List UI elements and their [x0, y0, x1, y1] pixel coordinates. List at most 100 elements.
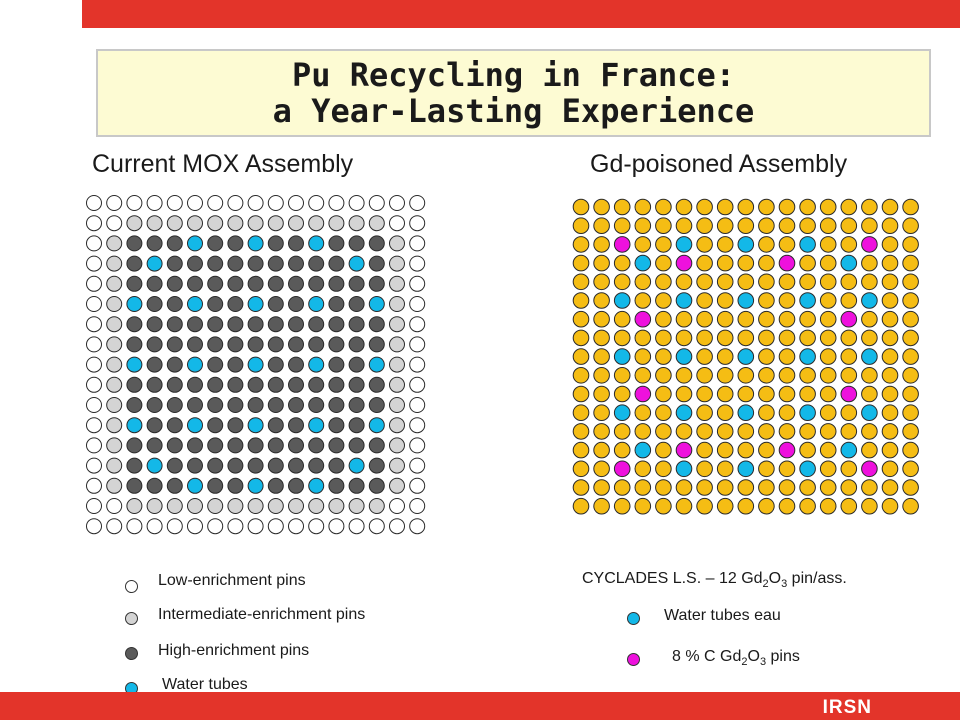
low-enrichment-pin — [86, 477, 102, 494]
uo2-pin — [840, 404, 858, 421]
high-enrichment-pin — [166, 376, 183, 393]
uo2-pin — [593, 460, 610, 478]
low-enrichment-pin — [86, 255, 102, 272]
low-enrichment-pin — [409, 376, 426, 393]
uo2-pin — [716, 479, 734, 496]
high-enrichment-pin — [348, 235, 365, 252]
uo2-pin — [696, 236, 713, 253]
high-enrichment-pin — [227, 275, 244, 292]
uo2-pin — [716, 441, 734, 459]
water-tube — [187, 235, 203, 252]
high-enrichment-pin — [247, 275, 264, 292]
water-tube — [308, 235, 325, 252]
low-enrichment-pin — [126, 518, 143, 535]
intermediate-enrichment-pin — [288, 498, 304, 514]
uo2-pin — [778, 273, 796, 291]
uo2-pin — [675, 385, 693, 403]
uo2-pin — [799, 385, 816, 403]
uo2-pin — [655, 423, 672, 440]
uo2-pin — [840, 423, 858, 440]
low-enrichment-pin — [166, 195, 183, 211]
uo2-pin — [861, 367, 878, 384]
cyclades-header-mid: O — [768, 570, 782, 587]
low-enrichment-pin — [166, 518, 183, 535]
high-enrichment-pin — [187, 255, 203, 272]
uo2-pin — [593, 423, 610, 440]
uo2-pin — [881, 217, 899, 235]
high-enrichment-pin — [146, 477, 163, 494]
high-enrichment-pin — [267, 457, 284, 474]
uo2-pin — [902, 497, 919, 515]
high-enrichment-pin — [126, 477, 143, 494]
low-enrichment-pin — [389, 518, 405, 535]
water-tube — [840, 254, 858, 272]
low-enrichment-pin — [86, 376, 102, 393]
uo2-pin — [902, 310, 919, 328]
legend-high-dot — [125, 647, 138, 660]
low-enrichment-pin — [86, 296, 102, 312]
uo2-pin — [737, 367, 755, 384]
high-enrichment-pin — [146, 235, 163, 252]
water-tube — [675, 348, 693, 365]
low-enrichment-pin — [368, 518, 385, 535]
uo2-pin — [572, 404, 590, 421]
uo2-pin — [655, 385, 672, 403]
uo2-pin — [696, 497, 713, 515]
water-tube — [368, 417, 385, 434]
intermediate-enrichment-pin — [368, 215, 385, 232]
high-enrichment-pin — [187, 316, 203, 333]
legend-gd-prefix: 8 % C Gd — [672, 648, 742, 665]
water-tube — [247, 477, 264, 494]
legend-gd-mid: O — [747, 648, 760, 665]
high-enrichment-pin — [227, 457, 244, 474]
intermediate-enrichment-pin — [389, 296, 405, 312]
uo2-pin — [593, 329, 610, 347]
uo2-pin — [655, 217, 672, 235]
high-enrichment-pin — [308, 376, 325, 393]
uo2-pin — [840, 292, 858, 309]
high-enrichment-pin — [166, 437, 183, 454]
high-enrichment-pin — [288, 477, 304, 494]
high-enrichment-pin — [227, 437, 244, 454]
cyclades-header: CYCLADES L.S. – 12 Gd2O3 pin/ass. — [582, 570, 847, 590]
uo2-pin — [572, 385, 590, 403]
uo2-pin — [572, 460, 590, 478]
high-enrichment-pin — [187, 376, 203, 393]
intermediate-enrichment-pin — [389, 376, 405, 393]
uo2-pin — [881, 198, 899, 216]
high-enrichment-pin — [187, 457, 203, 474]
water-tube — [861, 292, 878, 309]
uo2-pin — [593, 217, 610, 235]
intermediate-enrichment-pin — [389, 457, 405, 474]
intermediate-enrichment-pin — [106, 376, 123, 393]
high-enrichment-pin — [166, 296, 183, 312]
uo2-pin — [655, 367, 672, 384]
water-tube — [799, 236, 816, 253]
legend-intermediate-dot — [125, 612, 138, 625]
high-enrichment-pin — [267, 296, 284, 312]
high-enrichment-pin — [227, 316, 244, 333]
high-enrichment-pin — [267, 437, 284, 454]
high-enrichment-pin — [368, 437, 385, 454]
uo2-pin — [593, 404, 610, 421]
uo2-pin — [799, 441, 816, 459]
intermediate-enrichment-pin — [146, 215, 163, 232]
high-enrichment-pin — [348, 316, 365, 333]
low-enrichment-pin — [247, 518, 264, 535]
low-enrichment-pin — [308, 518, 325, 535]
high-enrichment-pin — [247, 255, 264, 272]
uo2-pin — [593, 292, 610, 309]
uo2-pin — [655, 497, 672, 515]
uo2-pin — [902, 385, 919, 403]
high-enrichment-pin — [146, 275, 163, 292]
low-enrichment-pin — [207, 195, 224, 211]
mox-assembly-grid — [86, 195, 426, 535]
legend-water-eau-dot — [627, 612, 640, 625]
gd-poisoned-pin — [861, 460, 878, 478]
low-enrichment-pin — [126, 195, 143, 211]
uo2-pin — [881, 404, 899, 421]
uo2-pin — [572, 198, 590, 216]
high-enrichment-pin — [207, 255, 224, 272]
high-enrichment-pin — [368, 477, 385, 494]
high-enrichment-pin — [348, 296, 365, 312]
